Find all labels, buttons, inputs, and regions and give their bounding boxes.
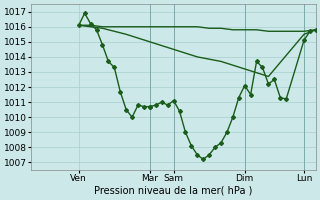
X-axis label: Pression niveau de la mer( hPa ): Pression niveau de la mer( hPa ) xyxy=(94,186,253,196)
